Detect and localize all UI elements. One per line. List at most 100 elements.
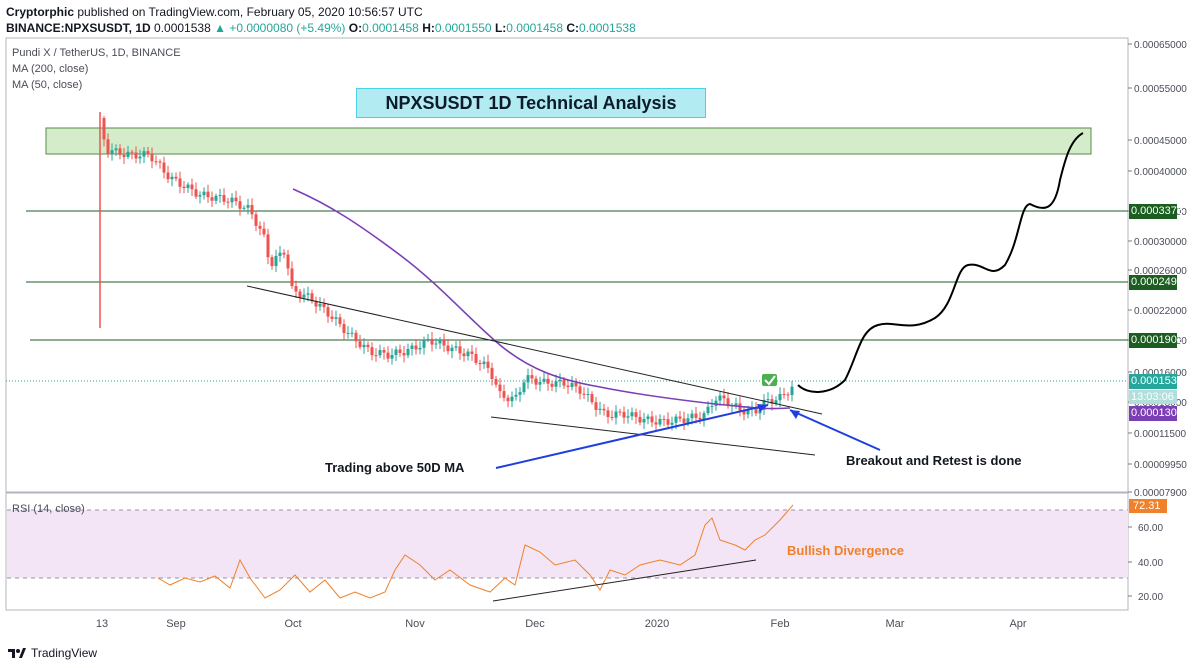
- candle-body: [650, 416, 654, 423]
- high-value: 0.0001550: [434, 21, 492, 35]
- projection-path: [797, 132, 1084, 393]
- last-price: 0.0001538: [154, 21, 211, 35]
- candle-body: [394, 349, 398, 355]
- candle-body: [722, 395, 726, 399]
- candle-body: [262, 228, 266, 235]
- candle-body: [498, 384, 502, 392]
- candle-body: [386, 352, 390, 359]
- symbol-label: BINANCE:NPXSUSDT, 1D: [6, 21, 151, 35]
- high-label: H:: [422, 21, 435, 35]
- candle-body: [190, 184, 194, 190]
- candle-body: [574, 382, 578, 387]
- x-tick-label: 2020: [645, 618, 669, 630]
- low-value: 0.0001458: [506, 21, 563, 35]
- candle-body: [366, 344, 370, 348]
- y-tick-label: 0.00009950: [1134, 460, 1187, 471]
- candle-body: [654, 422, 658, 425]
- countdown-tag: 13:03:06: [1129, 390, 1177, 404]
- candle-body: [502, 391, 506, 398]
- candlesticks: [99, 112, 794, 432]
- candle-body: [570, 382, 574, 388]
- candle-body: [206, 191, 210, 198]
- candle-body: [286, 254, 290, 269]
- candle-body: [538, 381, 542, 385]
- candle-body: [250, 205, 254, 215]
- candle-body: [602, 408, 606, 411]
- candle-body: [530, 375, 534, 379]
- candle-body: [382, 350, 386, 353]
- candle-body: [706, 406, 710, 414]
- rsi-band: [7, 510, 1128, 578]
- candle-body: [134, 152, 138, 159]
- candle-body: [202, 191, 206, 196]
- lower-channel-line[interactable]: [490, 416, 816, 456]
- instrument-legend[interactable]: Pundi X / TetherUS, 1D, BINANCE: [12, 47, 181, 59]
- candle-body: [186, 184, 190, 189]
- rsi-legend[interactable]: RSI (14, close): [12, 503, 85, 515]
- candle-body: [146, 151, 150, 155]
- candle-body: [398, 349, 402, 354]
- candle-body: [678, 416, 682, 419]
- candle-body: [266, 234, 270, 258]
- price-change: ▲ +0.0000080 (+5.49%): [214, 21, 346, 35]
- rsi-tick-label: 20.00: [1138, 592, 1163, 603]
- ma-price-tag: 0.0001304: [1129, 406, 1183, 421]
- candle-body: [478, 362, 482, 365]
- candle-body: [418, 347, 422, 350]
- candle-body: [370, 347, 374, 356]
- candle-body: [658, 418, 662, 425]
- candle-body: [314, 301, 318, 307]
- candle-body: [230, 197, 234, 203]
- candle-body: [630, 412, 634, 417]
- candle-body: [342, 324, 346, 333]
- candle-body: [546, 378, 550, 384]
- candle-body: [150, 154, 154, 162]
- candle-body: [222, 195, 226, 202]
- candle-body: [310, 293, 314, 302]
- candle-body: [606, 410, 610, 418]
- candle-body: [454, 346, 458, 348]
- candle-body: [110, 150, 114, 155]
- candle-body: [242, 207, 246, 209]
- arrow-breakout: [789, 409, 881, 451]
- last-price-tag: 0.0001538: [1129, 374, 1183, 389]
- candle-body: [598, 408, 602, 410]
- candle-body: [346, 332, 350, 334]
- footer: TradingView: [0, 640, 1200, 668]
- ma50-legend[interactable]: MA (50, close): [12, 79, 83, 91]
- ma200-legend[interactable]: MA (200, close): [12, 63, 89, 75]
- level-tag-1902: 0.0001902: [1129, 333, 1183, 348]
- y-tick-label: 0.00016000: [1134, 368, 1187, 379]
- publish-line: Cryptorphic published on TradingView.com…: [6, 5, 423, 19]
- publisher-name[interactable]: Cryptorphic: [6, 5, 75, 19]
- candle-body: [670, 422, 674, 425]
- x-tick-label: Oct: [284, 618, 301, 630]
- breakout-label: Breakout and Retest is done: [846, 453, 1022, 468]
- candle-body: [378, 350, 382, 356]
- candle-body: [290, 268, 294, 287]
- candle-body: [270, 257, 274, 267]
- candle-body: [742, 410, 746, 415]
- candle-body: [114, 148, 118, 151]
- x-tick-label: Feb: [771, 618, 790, 630]
- publish-info: published on TradingView.com, February 0…: [77, 5, 423, 19]
- candle-body: [246, 205, 250, 208]
- candle-body: [790, 386, 794, 396]
- candle-body: [774, 400, 778, 404]
- candle-body: [442, 340, 446, 346]
- candle-body: [702, 413, 706, 420]
- candle-body: [294, 286, 298, 292]
- check-badge-icon: [762, 374, 777, 386]
- descending-trendline[interactable]: [246, 285, 823, 415]
- open-value: 0.0001458: [362, 21, 419, 35]
- candle-body: [626, 416, 630, 418]
- horizontal-levels: [26, 210, 1128, 341]
- tradingview-logo[interactable]: TradingView: [8, 646, 97, 660]
- candle-body: [226, 201, 230, 203]
- candle-body: [234, 197, 238, 202]
- candle-body: [726, 398, 730, 406]
- candle-body: [210, 197, 214, 201]
- candle-body: [422, 339, 426, 348]
- candle-body: [174, 176, 178, 179]
- rsi-divergence-line[interactable]: [492, 559, 757, 602]
